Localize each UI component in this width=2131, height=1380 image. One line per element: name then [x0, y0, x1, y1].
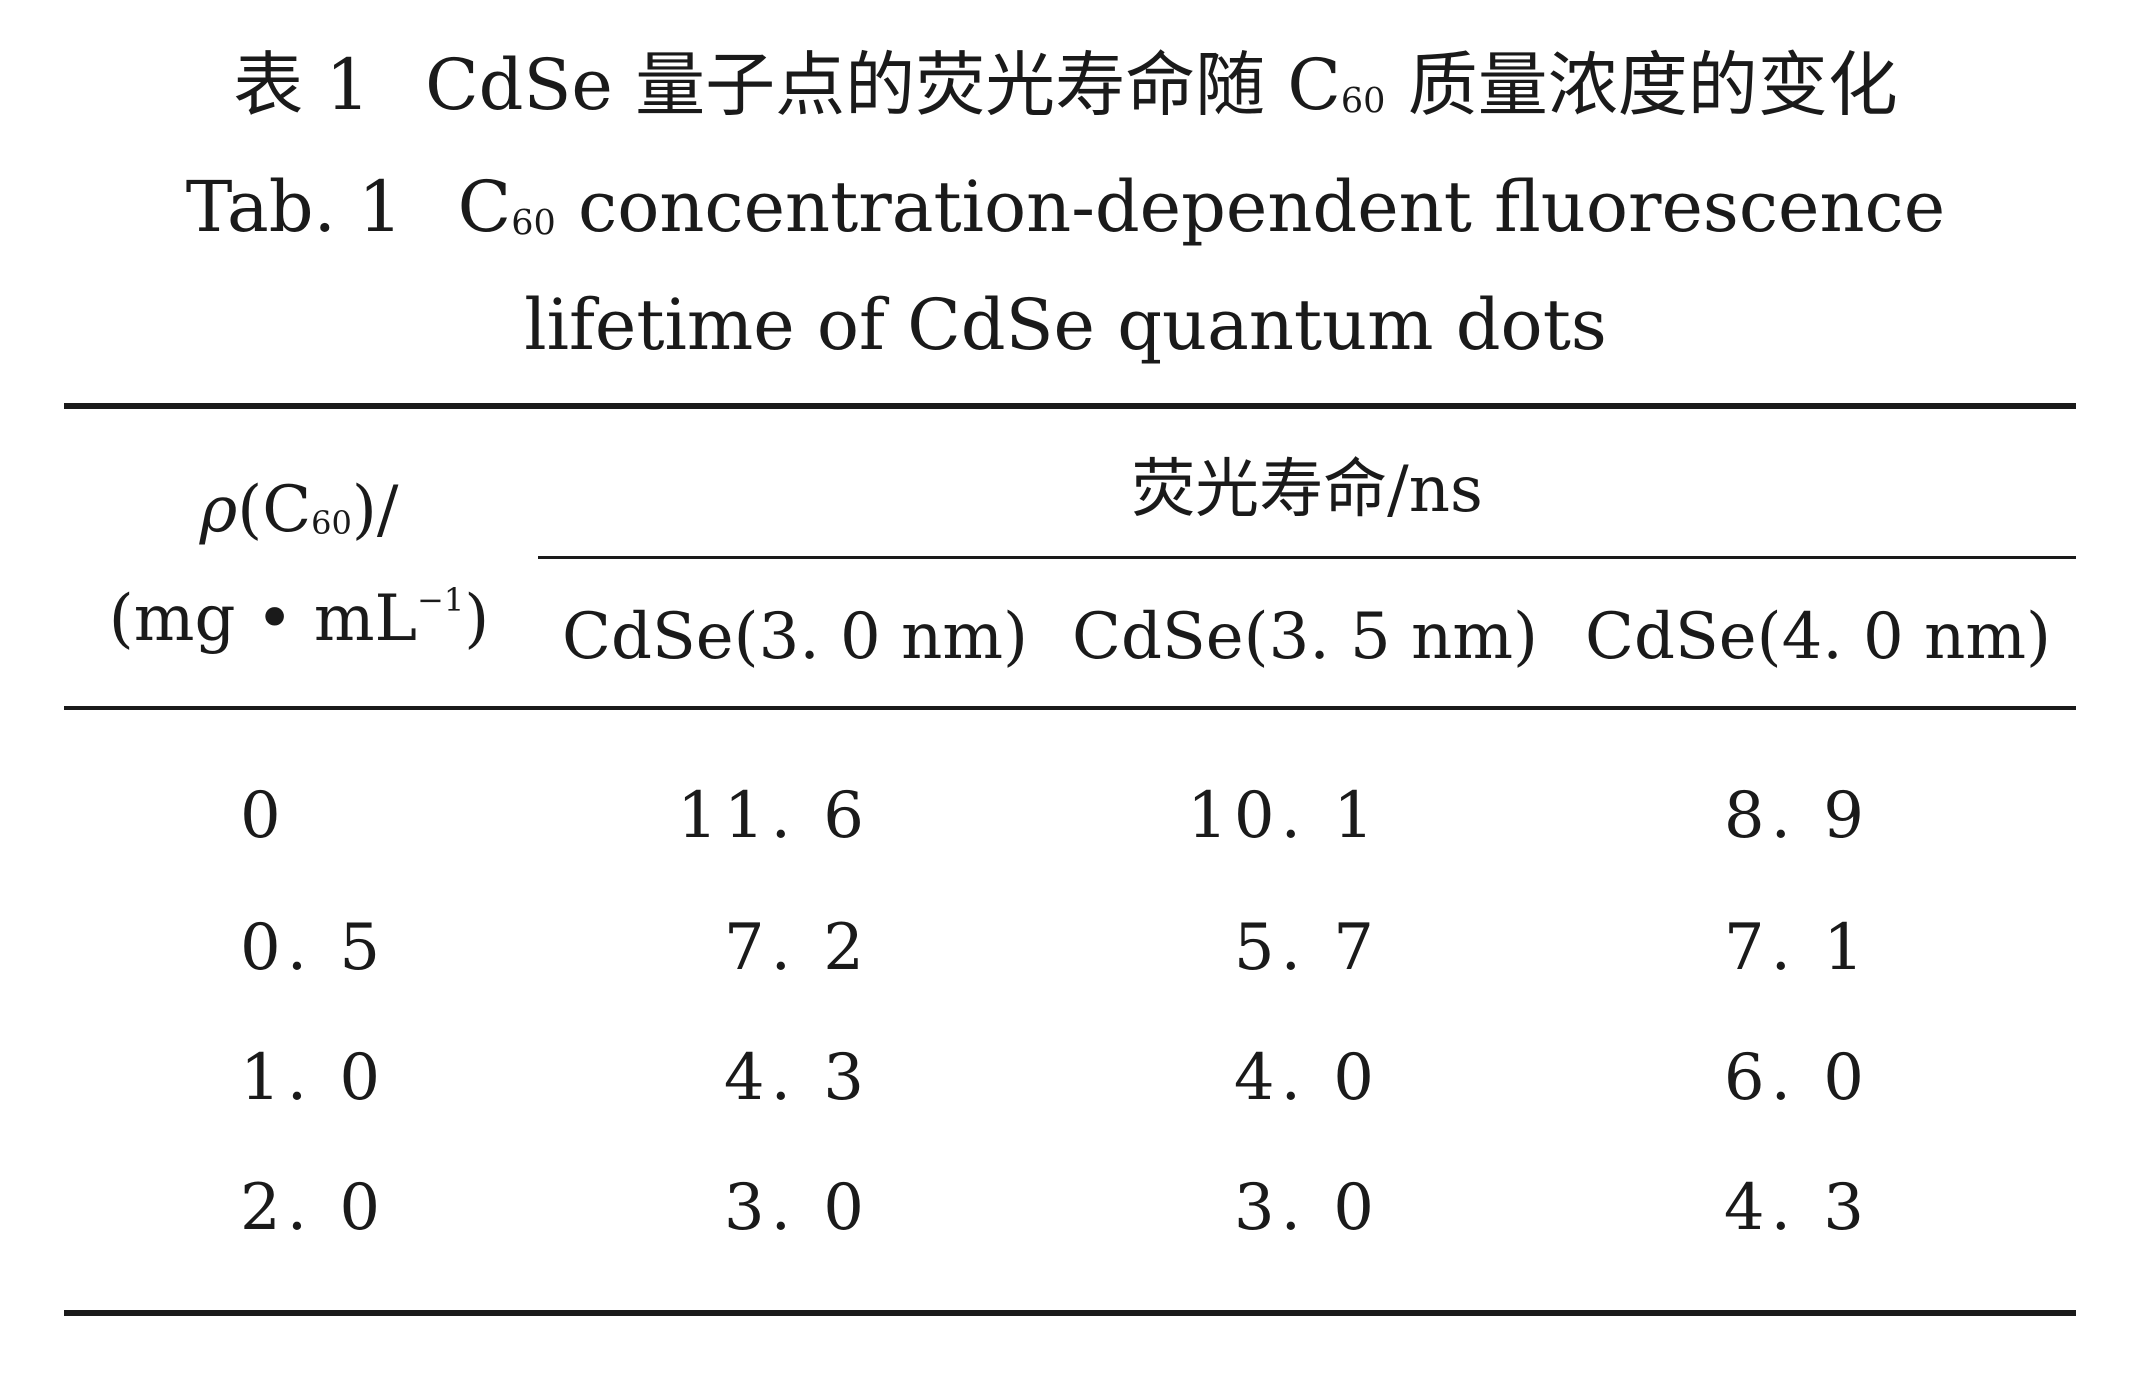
column-header-1: CdSe(3. 0 nm) — [562, 600, 1028, 674]
cell-lifetime-3-5nm: 4. 0 — [1233, 1041, 1380, 1115]
table-caption-english-line1: Tab. 1 C60 concentration-dependent fluore… — [0, 172, 2131, 242]
cell-concentration: 1. 0 — [240, 1041, 387, 1115]
cell-lifetime-4-0nm: 8. 9 — [1723, 779, 1870, 853]
stub-open: (C — [237, 473, 312, 547]
cell-lifetime-3-0nm: 4. 3 — [723, 1041, 870, 1115]
stub-header-unit: (mg • mL−1) — [64, 584, 534, 651]
spanning-header: 荧光寿命/ns — [1131, 453, 1483, 527]
table-bottom-rule — [64, 1310, 2076, 1316]
cell-concentration: 0. 5 — [240, 911, 387, 985]
column-header-2: CdSe(3. 5 nm) — [1072, 600, 1538, 674]
stub-header-quantity: ρ(C60)/ — [64, 478, 534, 542]
cell-lifetime-3-0nm: 7. 2 — [723, 911, 870, 985]
cell-lifetime-4-0nm: 6. 0 — [1723, 1041, 1870, 1115]
unit-superscript: −1 — [417, 581, 465, 619]
column-header-3: CdSe(4. 0 nm) — [1585, 600, 2051, 674]
unit-close: ) — [464, 581, 490, 656]
stub-subscript: 60 — [311, 504, 352, 543]
caption-en-label: Tab. 1 — [185, 166, 403, 248]
cell-lifetime-3-0nm: 3. 0 — [723, 1171, 870, 1245]
caption-en-line2-text: lifetime of CdSe quantum dots — [524, 284, 1607, 366]
stub-close: )/ — [351, 473, 399, 547]
caption-cn-text: CdSe 量子点的荧光寿命随 C — [425, 44, 1341, 126]
rho-symbol: ρ — [199, 473, 238, 547]
cell-lifetime-3-5nm: 10. 1 — [1187, 779, 1380, 853]
table-top-rule — [64, 403, 2076, 409]
table-caption-chinese: 表 1 CdSe 量子点的荧光寿命随 C60 质量浓度的变化 — [0, 50, 2131, 120]
caption-en-c: C — [457, 166, 512, 248]
cell-concentration: 2. 0 — [240, 1171, 387, 1245]
caption-en-subscript: 60 — [511, 203, 556, 244]
unit-open: (mg • mL — [108, 581, 418, 656]
caption-cn-subscript: 60 — [1340, 81, 1386, 122]
table-spanner-rule — [538, 556, 2076, 559]
table-header-rule — [64, 706, 2076, 710]
caption-cn-text-end: 质量浓度的变化 — [1385, 44, 1898, 126]
cell-lifetime-3-5nm: 5. 7 — [1233, 911, 1380, 985]
cell-lifetime-3-5nm: 3. 0 — [1233, 1171, 1380, 1245]
caption-cn-label: 表 1 — [233, 44, 371, 126]
cell-concentration: 0 — [240, 779, 287, 853]
cell-lifetime-3-0nm: 11. 6 — [677, 779, 870, 853]
caption-en-line1-text: concentration-dependent fluorescence — [555, 166, 1946, 248]
table-caption-english-line2: lifetime of CdSe quantum dots — [0, 290, 2131, 360]
cell-lifetime-4-0nm: 7. 1 — [1723, 911, 1870, 985]
cell-lifetime-4-0nm: 4. 3 — [1723, 1171, 1870, 1245]
